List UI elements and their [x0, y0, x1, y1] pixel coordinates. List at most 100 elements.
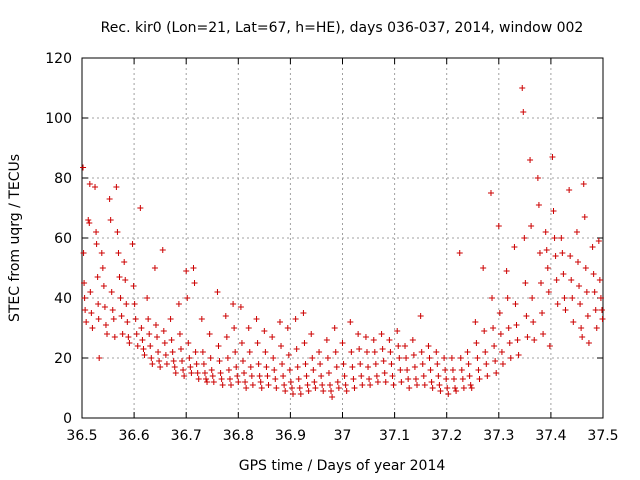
data-point — [187, 364, 194, 370]
data-point — [402, 343, 409, 349]
data-point — [553, 277, 560, 283]
y-tick-label: 120 — [45, 51, 72, 67]
data-point — [192, 349, 199, 355]
data-point — [388, 361, 395, 367]
data-point — [123, 301, 130, 307]
data-point — [111, 334, 118, 340]
data-point — [467, 382, 474, 388]
data-point — [340, 361, 347, 367]
data-point — [144, 295, 151, 301]
data-point — [374, 379, 381, 385]
data-point — [86, 220, 93, 226]
data-point — [339, 340, 346, 346]
x-tick-label: 37 — [334, 428, 352, 444]
data-point — [570, 319, 577, 325]
data-point — [272, 376, 279, 382]
data-point — [543, 247, 550, 253]
data-point — [589, 244, 596, 250]
data-point — [257, 379, 264, 385]
data-point — [576, 283, 583, 289]
data-point — [94, 274, 101, 280]
x-tick-label: 37.3 — [483, 428, 514, 444]
data-point — [256, 373, 263, 379]
data-point — [362, 334, 369, 340]
data-point — [264, 373, 271, 379]
data-point — [176, 331, 183, 337]
data-point — [276, 319, 283, 325]
data-point — [310, 367, 317, 373]
data-point — [592, 307, 599, 313]
data-point — [297, 391, 304, 397]
data-point — [595, 238, 602, 244]
data-point — [481, 328, 488, 334]
data-point — [168, 337, 175, 343]
data-point — [404, 367, 411, 373]
data-point — [425, 343, 432, 349]
data-point — [195, 376, 202, 382]
data-point — [449, 367, 456, 373]
data-point — [549, 154, 556, 160]
data-point — [350, 376, 357, 382]
data-point — [366, 376, 373, 382]
data-point — [183, 268, 190, 274]
data-point — [584, 313, 591, 319]
data-point — [265, 382, 272, 388]
data-point — [529, 295, 536, 301]
data-point — [162, 352, 169, 358]
data-point — [177, 346, 184, 352]
data-point — [441, 355, 448, 361]
data-point — [325, 370, 332, 376]
data-point — [389, 373, 396, 379]
data-point — [216, 358, 223, 364]
data-point — [138, 325, 145, 331]
data-point — [152, 322, 159, 328]
data-point — [397, 367, 404, 373]
data-point — [124, 319, 131, 325]
data-point — [395, 343, 402, 349]
data-point — [81, 295, 88, 301]
data-point — [80, 250, 87, 256]
data-point — [574, 259, 581, 265]
data-point — [106, 196, 113, 202]
data-point — [225, 367, 232, 373]
data-point — [382, 379, 389, 385]
y-tick-label: 60 — [54, 231, 72, 247]
data-point — [335, 385, 342, 391]
data-point — [104, 331, 111, 337]
data-point — [539, 310, 546, 316]
data-point — [342, 382, 349, 388]
data-point — [296, 385, 303, 391]
data-point — [115, 250, 122, 256]
data-point — [146, 331, 153, 337]
data-point — [505, 325, 512, 331]
data-point — [492, 358, 499, 364]
data-point — [378, 331, 385, 337]
data-point — [224, 355, 231, 361]
data-point — [497, 331, 504, 337]
x-tick-labels: 36.5 36.6 36.7 36.8 36.9 37 37.1 37.2 37.3 37.4 37… — [66, 428, 618, 444]
data-point — [519, 85, 526, 91]
data-point — [403, 355, 410, 361]
data-point — [531, 337, 538, 343]
data-point — [231, 325, 238, 331]
data-point — [476, 376, 483, 382]
data-point — [367, 382, 374, 388]
data-point — [444, 385, 451, 391]
data-point — [254, 340, 261, 346]
data-point — [117, 295, 124, 301]
data-point — [396, 355, 403, 361]
x-tick-label: 36.6 — [119, 428, 150, 444]
data-point — [80, 164, 87, 171]
data-point — [129, 241, 136, 247]
data-point — [134, 343, 141, 349]
data-point — [292, 316, 299, 322]
x-tick-label: 36.9 — [275, 428, 306, 444]
data-point — [171, 364, 178, 370]
data-point — [181, 373, 188, 379]
data-point — [412, 376, 419, 382]
data-point — [573, 229, 580, 235]
data-point — [311, 379, 318, 385]
data-point — [585, 340, 592, 346]
data-point — [483, 361, 490, 367]
data-point — [110, 316, 117, 322]
